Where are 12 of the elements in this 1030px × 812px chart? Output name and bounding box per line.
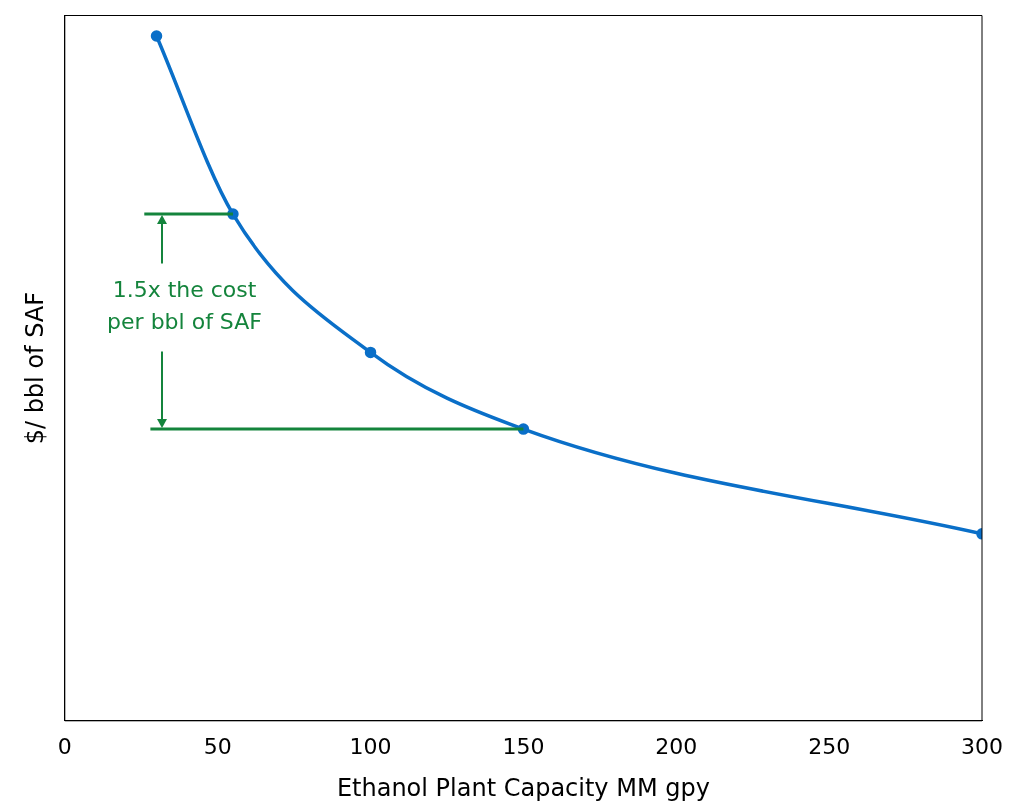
y-axis-title: $/ bbl of SAF (20, 291, 49, 445)
x-tick-label: 250 (808, 733, 851, 759)
x-axis-title: Ethanol Plant Capacity MM gpy (336, 773, 710, 802)
annotation: 1.5x the cost per bbl of SAF (107, 277, 262, 335)
x-tick-label: 300 (961, 733, 1003, 759)
x-tick-label: 50 (203, 733, 232, 759)
x-tick-label: 100 (349, 733, 392, 759)
x-tick-label: 200 (655, 733, 698, 759)
point (150, 30, 163, 42)
x-tick-label: 0 (57, 733, 72, 759)
x-tick-label: 150 (502, 733, 545, 759)
point (364, 346, 377, 359)
